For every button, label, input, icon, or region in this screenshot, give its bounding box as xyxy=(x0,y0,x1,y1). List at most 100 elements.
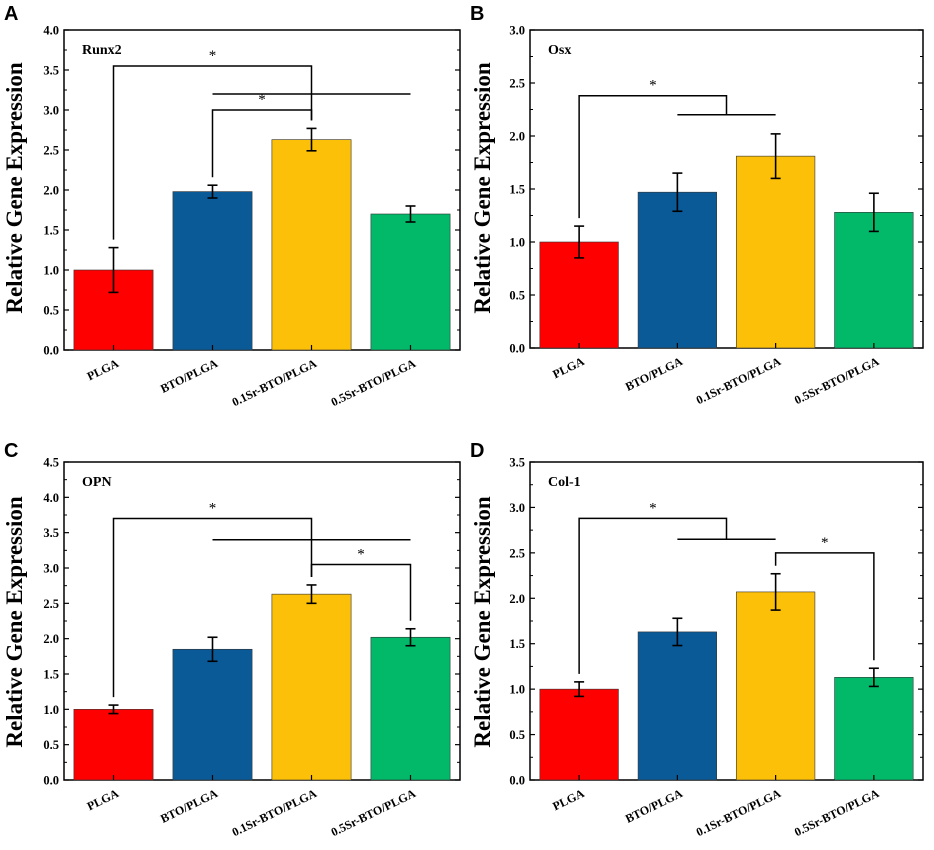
bar xyxy=(271,139,352,351)
x-tick-label: BTO/PLGA xyxy=(623,354,685,394)
chart-title: Osx xyxy=(548,43,571,58)
x-tick-label: 0.1Sr-BTO/PLGA xyxy=(230,356,319,409)
y-tick-label: 0.0 xyxy=(43,774,59,788)
chart-title: Col-1 xyxy=(548,475,581,490)
chart-title: OPN xyxy=(82,475,112,490)
bar xyxy=(637,191,717,349)
y-tick-label: 3.5 xyxy=(43,526,59,540)
y-tick-label: 0.0 xyxy=(509,342,525,356)
bar xyxy=(736,155,816,349)
significance-bracket xyxy=(774,552,875,661)
panel-a-ylabel: Relative Gene Expression xyxy=(2,62,27,313)
y-tick-label: 2.0 xyxy=(509,592,525,606)
panel-c-plot: 0.0 0.5 1.0 1.5 2.0 2.5 3.0 3.5 4.0 4.5 PLGA BTO/PL… xyxy=(43,456,461,839)
bar xyxy=(370,636,451,781)
panel-d: D Relative Gene Expression 0.0 0.5 1.0 1.5 2… xyxy=(470,440,924,839)
bar xyxy=(834,677,914,781)
x-tick-label: PLGA xyxy=(85,356,121,383)
x-tick-label: 0.5Sr-BTO/PLGA xyxy=(792,786,881,839)
y-tick-label: 3.5 xyxy=(509,456,525,470)
y-tick-label: 3.0 xyxy=(509,24,525,38)
significance-bracket xyxy=(112,517,313,698)
bar xyxy=(172,648,253,781)
panel-b-plot: 0.0 0.5 1.0 1.5 2.0 2.5 3.0 PLGA BTO/PLGA 0.1Sr-B… xyxy=(509,24,924,407)
x-tick-label: 0.1Sr-BTO/PLGA xyxy=(694,786,783,839)
significance-bracket xyxy=(112,65,313,240)
y-tick-label: 1.5 xyxy=(509,637,525,651)
x-tick-label: PLGA xyxy=(550,354,586,381)
y-tick-label: 0.0 xyxy=(509,774,525,788)
panel-b-letter: B xyxy=(470,3,484,25)
significance-star: * xyxy=(209,48,217,64)
panel-b-ylabel: Relative Gene Expression xyxy=(470,62,495,313)
y-tick-label: 1.0 xyxy=(509,683,525,697)
y-tick-label: 1.0 xyxy=(43,703,59,717)
x-tick-label: 0.5Sr-BTO/PLGA xyxy=(329,356,418,409)
y-tick-label: 1.0 xyxy=(43,264,59,278)
bar xyxy=(637,631,717,781)
y-tick-label: 3.0 xyxy=(43,562,59,576)
y-tick-label: 2.0 xyxy=(509,130,525,144)
y-tick-label: 2.0 xyxy=(43,632,59,646)
panel-d-letter: D xyxy=(470,440,484,462)
bar xyxy=(736,591,816,781)
panel-b: B Relative Gene Expression 0.0 0.5 1.0 1.5 2… xyxy=(470,3,924,407)
significance-star: * xyxy=(357,546,365,562)
bar xyxy=(539,688,619,781)
y-tick-label: 0.5 xyxy=(43,738,59,752)
y-tick-label: 0.5 xyxy=(509,728,525,742)
significance-star: * xyxy=(649,78,657,94)
y-tick-label: 2.5 xyxy=(43,597,59,611)
y-tick-label: 1.0 xyxy=(509,236,525,250)
y-tick-label: 1.5 xyxy=(43,224,59,238)
y-tick-label: 2.5 xyxy=(509,77,525,91)
bar xyxy=(539,241,619,349)
y-tick-label: 1.5 xyxy=(509,183,525,197)
panel-c-letter: C xyxy=(4,440,18,462)
bar xyxy=(73,709,154,781)
y-tick-label: 3.5 xyxy=(43,64,59,78)
y-tick-label: 4.5 xyxy=(43,456,59,470)
significance-bracket xyxy=(310,563,412,621)
x-tick-label: 0.5Sr-BTO/PLGA xyxy=(329,786,418,839)
y-tick-label: 0.5 xyxy=(43,304,59,318)
x-tick-label: BTO/PLGA xyxy=(623,786,685,826)
bar xyxy=(834,212,914,349)
bar xyxy=(370,213,451,351)
y-tick-label: 0.5 xyxy=(509,289,525,303)
y-tick-label: 2.5 xyxy=(43,144,59,158)
y-tick-label: 3.0 xyxy=(509,501,525,515)
y-tick-label: 0.0 xyxy=(43,344,59,358)
y-tick-label: 2.0 xyxy=(43,184,59,198)
bar xyxy=(271,593,352,781)
y-tick-label: 4.0 xyxy=(43,491,59,505)
bar xyxy=(172,191,253,351)
panel-a-letter: A xyxy=(4,3,18,25)
x-tick-label: 0.1Sr-BTO/PLGA xyxy=(694,354,783,407)
significance-bracket xyxy=(211,109,313,178)
x-tick-label: PLGA xyxy=(85,786,121,813)
x-tick-label: BTO/PLGA xyxy=(158,356,220,396)
y-tick-label: 1.5 xyxy=(43,668,59,682)
chart-title: Runx2 xyxy=(82,43,122,58)
panel-c-ylabel: Relative Gene Expression xyxy=(2,496,27,747)
x-tick-label: 0.5Sr-BTO/PLGA xyxy=(792,354,881,407)
significance-bracket xyxy=(578,94,728,219)
panel-d-ylabel: Relative Gene Expression xyxy=(470,496,495,747)
significance-star: * xyxy=(821,535,829,551)
x-tick-label: PLGA xyxy=(550,786,586,813)
panel-c: C Relative Gene Expression 0.0 0.5 1.0 1.5 2… xyxy=(2,440,461,839)
significance-star: * xyxy=(209,501,217,517)
significance-star: * xyxy=(649,500,657,516)
panel-a: A Relative Gene Expression 0.0 0.5 1.0 1.5 2… xyxy=(2,3,461,409)
y-tick-label: 2.5 xyxy=(509,546,525,560)
significance-star: * xyxy=(258,92,266,108)
panel-d-plot: 0.0 0.5 1.0 1.5 2.0 2.5 3.0 3.5 PLGA BTO/PLGA 0.1S… xyxy=(509,456,924,839)
y-tick-label: 4.0 xyxy=(43,24,59,38)
significance-bracket xyxy=(578,517,728,674)
x-tick-label: BTO/PLGA xyxy=(158,786,220,826)
y-tick-label: 3.0 xyxy=(43,104,59,118)
x-tick-label: 0.1Sr-BTO/PLGA xyxy=(230,786,319,839)
